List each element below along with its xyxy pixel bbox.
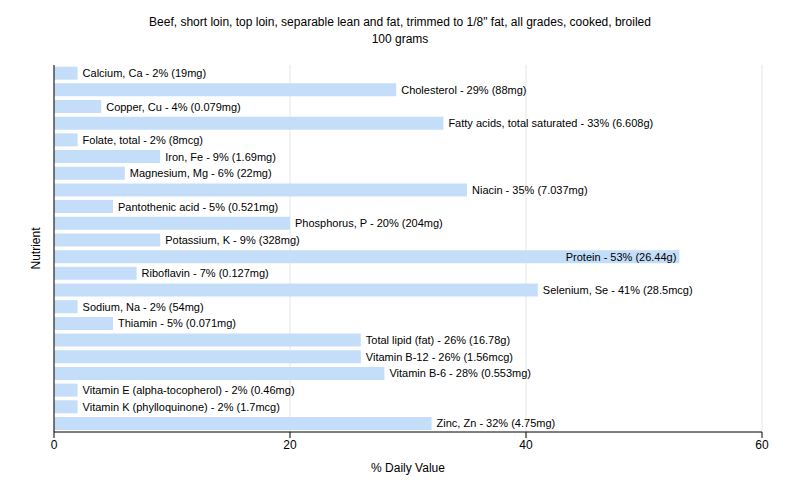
svg-text:Phosphorus, P - 20% (204mg): Phosphorus, P - 20% (204mg) [295,217,443,229]
svg-text:Magnesium, Mg - 6% (22mg): Magnesium, Mg - 6% (22mg) [130,167,272,179]
svg-text:% Daily Value: % Daily Value [371,461,445,475]
svg-text:40: 40 [519,438,533,452]
svg-text:Total lipid (fat) - 26% (16.78: Total lipid (fat) - 26% (16.78g) [366,334,510,346]
svg-text:Vitamin B-6 - 28% (0.553mg): Vitamin B-6 - 28% (0.553mg) [389,367,531,379]
svg-text:20: 20 [283,438,297,452]
html-text:100 grams: 100 grams [371,32,429,46]
svg-text:Potassium, K - 9% (328mg): Potassium, K - 9% (328mg) [165,234,300,246]
svg-text:Sodium, Na - 2% (54mg): Sodium, Na - 2% (54mg) [83,301,204,313]
svg-text:Cholesterol - 29% (88mg): Cholesterol - 29% (88mg) [401,84,526,96]
svg-text:Vitamin K (phylloquinone) - 2%: Vitamin K (phylloquinone) - 2% (1.7mcg) [83,401,280,413]
svg-text:Folate, total - 2% (8mcg): Folate, total - 2% (8mcg) [83,134,203,146]
svg-text:Vitamin B-12 - 26% (1.56mcg): Vitamin B-12 - 26% (1.56mcg) [366,351,513,363]
svg-text:60: 60 [755,438,769,452]
svg-text:Iron, Fe - 9% (1.69mg): Iron, Fe - 9% (1.69mg) [165,151,276,163]
svg-text:Niacin - 35% (7.037mg): Niacin - 35% (7.037mg) [472,184,588,196]
svg-text:Pantothenic acid - 5% (0.521mg: Pantothenic acid - 5% (0.521mg) [118,201,278,213]
svg-text:Copper, Cu - 4% (0.079mg): Copper, Cu - 4% (0.079mg) [106,101,241,113]
svg-text:Selenium, Se - 41% (28.5mcg): Selenium, Se - 41% (28.5mcg) [543,284,693,296]
svg-text:Calcium, Ca - 2% (19mg): Calcium, Ca - 2% (19mg) [83,67,206,79]
svg-text:0: 0 [51,438,58,452]
svg-text:Thiamin - 5% (0.071mg): Thiamin - 5% (0.071mg) [118,317,236,329]
svg-text:Vitamin E (alpha-tocopherol) -: Vitamin E (alpha-tocopherol) - 2% (0.46m… [83,384,295,396]
svg-text:Zinc, Zn - 32% (4.75mg): Zinc, Zn - 32% (4.75mg) [437,417,556,429]
svg-text:Nutrient: Nutrient [29,227,43,270]
svg-text:Fatty acids, total saturated -: Fatty acids, total saturated - 33% (6.60… [448,117,653,129]
svg-text:Protein - 53% (26.44g): Protein - 53% (26.44g) [566,251,677,263]
html-text:Beef, short loin, top loin, se: Beef, short loin, top loin, separable le… [149,15,651,29]
svg-text:Riboflavin - 7% (0.127mg): Riboflavin - 7% (0.127mg) [142,267,269,279]
